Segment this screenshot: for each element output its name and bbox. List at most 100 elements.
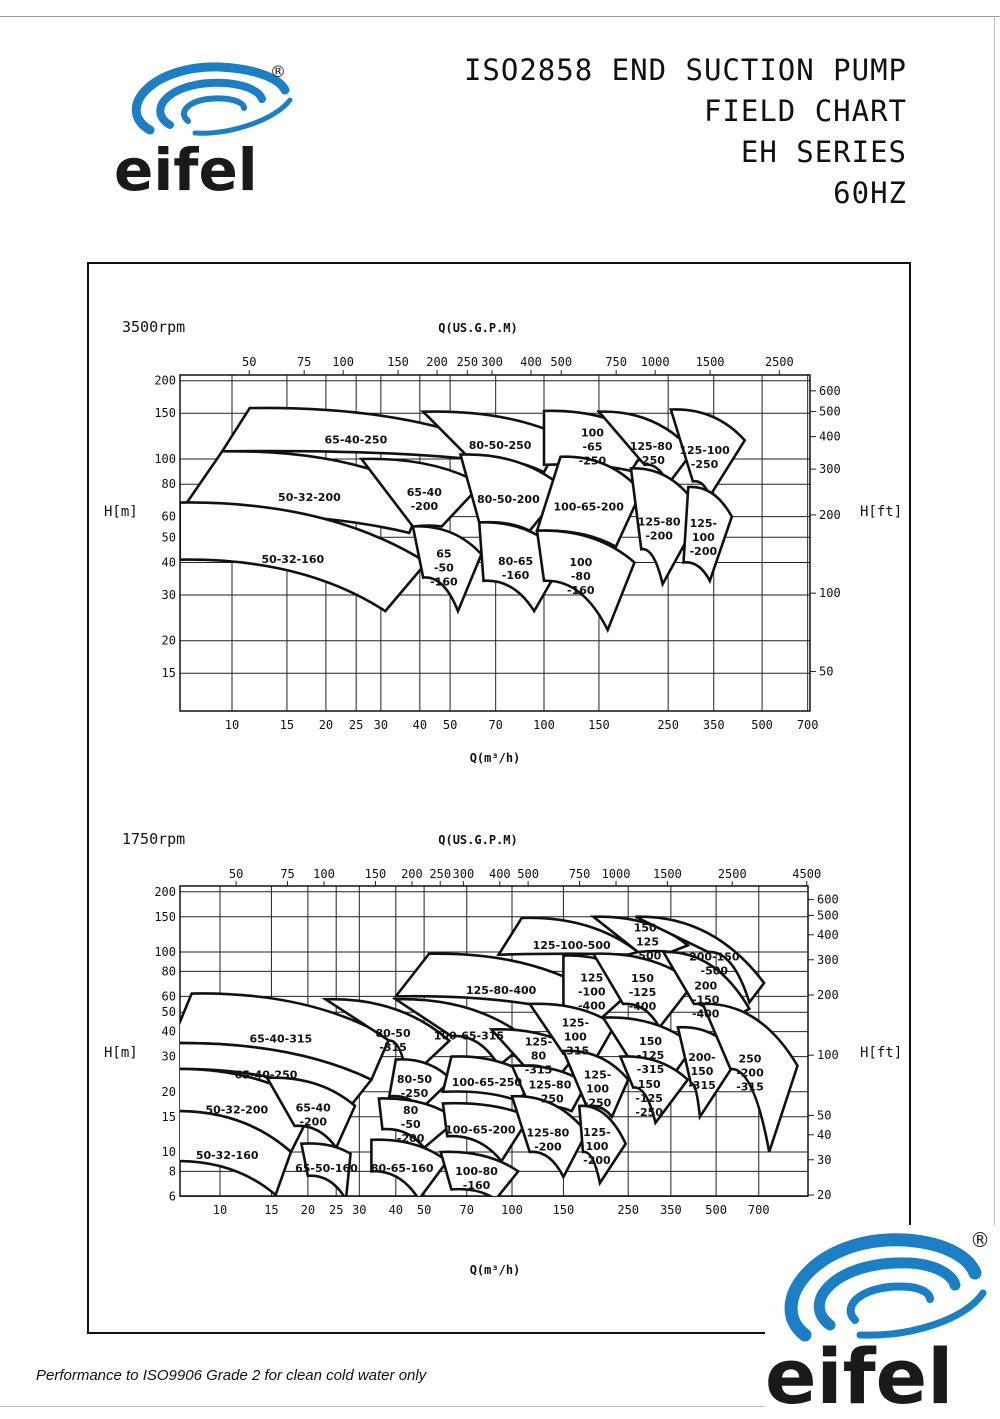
x-tick-label: 15 [280, 718, 294, 732]
pump-region-label-line: 80 [531, 1050, 547, 1063]
x-top-tick-label: 2500 [718, 867, 747, 881]
x-tick-label: 70 [488, 718, 502, 732]
pump-region-label-line: 80-50 [397, 1073, 433, 1086]
y-tick-label: 20 [162, 1085, 176, 1099]
pump-region-label: 125-100 -200 [690, 517, 718, 558]
pump-region-label-line: 250 [738, 1053, 761, 1066]
pump-region-label-line: 100 [564, 1030, 587, 1043]
registered-mark: ® [970, 1228, 990, 1252]
y-right-tick-label: 600 [819, 384, 841, 398]
pump-region-label: 100-80-160 [567, 556, 595, 597]
pump-region-label: 125-100-500 [533, 939, 611, 952]
pump-region-label-line: -200 [534, 1140, 562, 1153]
pump-region-label: 125-80 -200 [638, 516, 681, 543]
pump-region-label: 200-150 -315 [688, 1051, 716, 1092]
pump-region-labels: 65-40-25050-32-20050-32-16080-50-25065-4… [261, 427, 730, 597]
page-right-rule [994, 16, 995, 1406]
pump-region-label: 150 -125 -315 [637, 1035, 665, 1076]
x-top-tick-label: 50 [229, 867, 243, 881]
pump-region-outline [321, 997, 452, 1083]
pump-region-label: 125-80 -250 [529, 1079, 572, 1106]
pump-region-label-line: 200- [688, 1051, 716, 1064]
pump-region-label-line: -400 [692, 1008, 720, 1021]
pump-region-label-line: 80-50-200 [477, 493, 540, 506]
y-right-tick-label: 400 [819, 430, 841, 444]
pump-region-label: 125-80-400 [466, 984, 537, 997]
x-tick-label: 15 [264, 1203, 278, 1217]
x-top-tick-label: 1500 [696, 355, 725, 369]
y-right-tick-label: 400 [817, 928, 839, 942]
pump-region-label: 80-65-160 [498, 555, 533, 582]
pump-region-label-line: 100 [586, 1082, 609, 1095]
pump-region-label: 65-40 -200 [296, 1101, 332, 1128]
y-tick-label: 10 [162, 1145, 176, 1159]
x-tick-label: 40 [389, 1203, 403, 1217]
y-right-tick-label: 300 [819, 462, 841, 476]
chart-1750rpm: 1750rpm Q(US.G.P.M) Q(m³/h) H[m] H[ft] 10 15 20… [104, 830, 902, 1277]
pump-region-label-line: -315 [736, 1081, 764, 1094]
pump-region-label-line: -100 [578, 986, 606, 999]
x-top-tick-label: 200 [426, 355, 448, 369]
pump-region-label-line: 100-65-200 [554, 500, 625, 513]
pump-region-label: 80-50 -315 [375, 1027, 411, 1054]
pump-region-label: 100-65-315 [434, 1029, 504, 1042]
pump-region-label: 150 -125 -400 [629, 972, 657, 1013]
y-axis-title: H[m] [104, 504, 138, 520]
pump-region-label-line: 65-40-250 [325, 434, 388, 447]
x-top-tick-label: 100 [313, 867, 335, 881]
pump-region-label: 125-100 -315 [562, 1016, 590, 1057]
x-top-tick-label: 500 [550, 355, 572, 369]
pump-region-outline [589, 915, 691, 954]
y-right-tick-label: 200 [817, 988, 839, 1002]
pump-region-label-line: 125-80 [638, 516, 681, 529]
logo-swoosh-icon [784, 1233, 987, 1342]
pump-region-outline [669, 408, 747, 499]
pump-region-label-line: 80-65-160 [371, 1162, 434, 1175]
y-tick-label: 200 [154, 374, 176, 388]
pump-region-label-line: -315 [637, 1063, 665, 1076]
pump-region-outline [264, 1076, 357, 1151]
x-tick-label: 250 [617, 1203, 639, 1217]
pump-region-label-line: -160 [567, 584, 595, 597]
x-top-tick-label: 1000 [641, 355, 670, 369]
pump-region-label: 50-32-200 [278, 491, 341, 504]
pump-region-label: 125-100 -200 [583, 1126, 611, 1167]
x-tick-label: 10 [213, 1203, 227, 1217]
pump-region-label: 100-65-250 [452, 1076, 523, 1089]
pump-region-label-line: -160 [502, 569, 530, 582]
x-top-tick-label: 400 [489, 867, 511, 881]
logo-swoosh-icon [132, 62, 293, 136]
pump-region-label: 65-50-160 [295, 1162, 358, 1175]
title-line: ISO2858 END SUCTION PUMP [463, 53, 907, 87]
x-tick-label: 150 [553, 1203, 575, 1217]
pump-region-label-line: -250 [584, 1096, 612, 1109]
pump-region-label-line: 125-80 [526, 1126, 569, 1139]
pump-region-label-line: -400 [578, 1000, 606, 1013]
pump-region-label: 125-80 -315 [525, 1036, 553, 1077]
y-tick-label: 50 [162, 530, 176, 544]
pump-region-label-line: 150 [638, 1078, 661, 1091]
x-tick-label: 50 [443, 718, 457, 732]
pump-region-label-line: -250 [536, 1093, 564, 1106]
y-tick-label: 60 [162, 989, 176, 1003]
pump-region-label-line: -160 [430, 575, 458, 588]
pump-region-label-line: 65-40 [407, 486, 443, 499]
page-bottom-rule [0, 1406, 1000, 1407]
x-tick-label: 10 [225, 718, 239, 732]
pump-region-label-line: 125-100 [679, 444, 730, 457]
y-tick-label: 30 [162, 588, 176, 602]
y-right-tick-label: 30 [817, 1153, 831, 1167]
x-tick-label: 30 [374, 718, 388, 732]
pump-region-label-line: -65 [583, 441, 603, 454]
pump-region-label-line: 100 [569, 556, 592, 569]
x-top-tick-label: 400 [520, 355, 542, 369]
pump-region-label: 250 -200 -315 [736, 1053, 764, 1094]
logo-wordmark: eifel [765, 1332, 953, 1415]
pump-region-label: 50-32-160 [261, 553, 324, 566]
pump-region-label-line: 100 [585, 1140, 608, 1153]
pump-region-outline [682, 485, 734, 585]
pump-region-label-line: -200 [583, 1154, 611, 1167]
x-tick-label: 500 [751, 718, 773, 732]
title-line: EH SERIES [740, 135, 907, 169]
x-tick-label: 70 [460, 1203, 474, 1217]
